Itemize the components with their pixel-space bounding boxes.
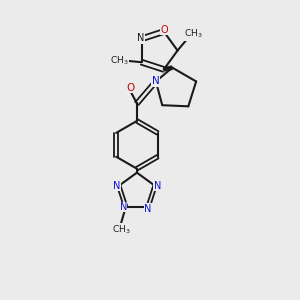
- Text: N: N: [154, 181, 161, 191]
- Text: N: N: [113, 181, 120, 191]
- Text: CH$_3$: CH$_3$: [110, 54, 129, 67]
- Text: N: N: [137, 33, 145, 43]
- Text: CH$_3$: CH$_3$: [184, 28, 203, 40]
- Text: N: N: [144, 203, 152, 214]
- Text: O: O: [126, 82, 134, 93]
- Text: N: N: [120, 202, 127, 212]
- Text: N: N: [152, 76, 160, 86]
- Text: CH$_3$: CH$_3$: [112, 224, 130, 236]
- Text: O: O: [160, 25, 168, 35]
